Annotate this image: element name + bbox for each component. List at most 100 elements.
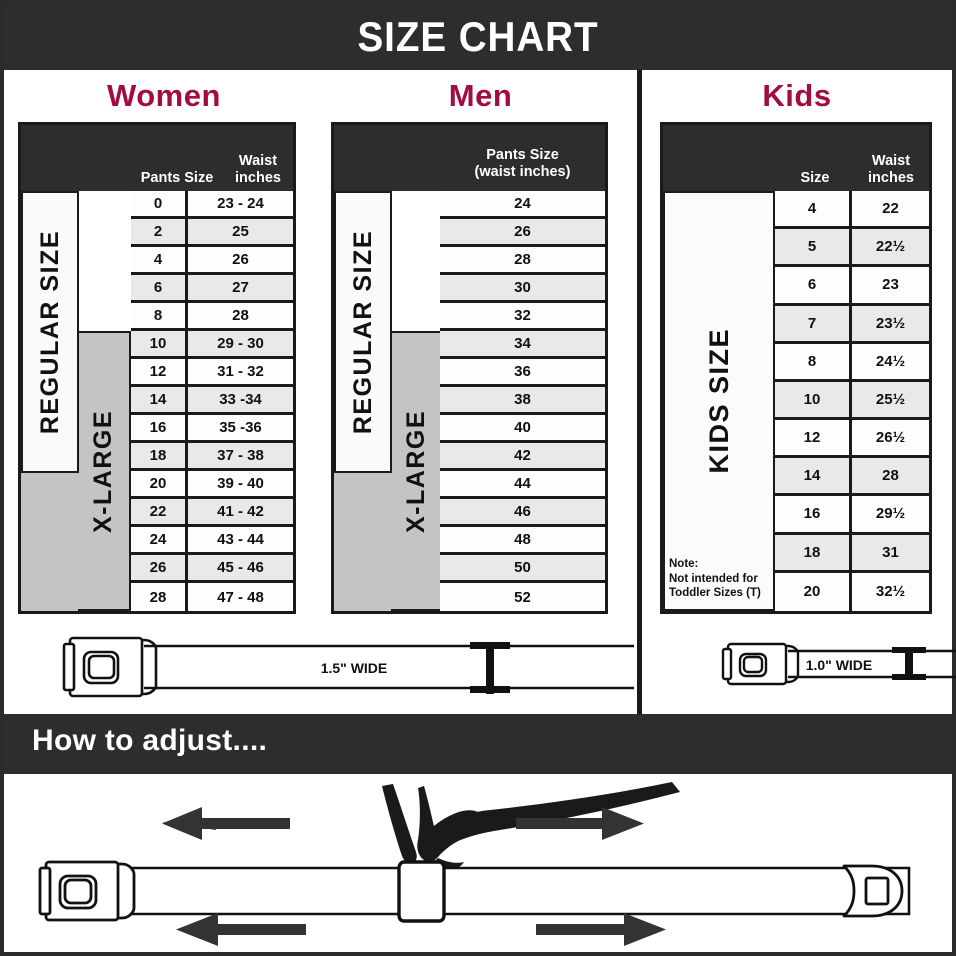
table-cell-size: 8 — [131, 303, 188, 328]
header-pants-size-men: Pants Size (waist inches) — [440, 147, 605, 181]
category-title-men: Men — [448, 78, 513, 113]
table-cell-size: 20 — [775, 572, 852, 611]
side-label-regular-women-text: REGULAR SIZE — [35, 229, 64, 435]
table-cell-waist: 29 - 30 — [188, 331, 293, 356]
table-cell-size: 34 — [440, 331, 605, 356]
arrow-right-bottom — [536, 913, 666, 946]
table-cell-waist: 22½ — [852, 229, 929, 265]
table-cell-waist: 28 — [188, 303, 293, 328]
table-row: 46 — [440, 499, 605, 527]
arrow-left-top — [162, 807, 290, 840]
table-cell-size: 30 — [440, 275, 605, 300]
table-row: 18 31 — [775, 534, 929, 573]
header-pants-line2: (waist inches) — [474, 163, 571, 180]
adjust-diagram — [38, 782, 911, 946]
rows-kids: 4 22 5 22½ 6 23 7 23½ 8 24½ 10 25½ 12 26½ 14 28 16 29½ 18 3… — [775, 191, 929, 611]
side-label-kids-size: KIDS SIZE — [663, 191, 775, 611]
kids-note-line1: Note: — [669, 558, 699, 570]
table-row: 36 — [440, 359, 605, 387]
header-waist-kids-line1: Waist — [871, 152, 911, 169]
xlarge-band-women — [21, 473, 78, 611]
table-row: 12 26½ — [775, 420, 929, 459]
header-pants-size-women: Pants Size — [140, 169, 214, 186]
table-cell-size: 50 — [440, 555, 605, 580]
table-cell-waist: 26 — [188, 247, 293, 272]
page-title-bar: SIZE CHART — [4, 4, 952, 70]
rows-men: 24 26 28 30 32 34 36 38 40 42 44 46 48 50 52 — [440, 191, 605, 611]
table-row: 40 — [440, 415, 605, 443]
table-cell-waist: 43 - 44 — [188, 527, 293, 552]
table-row: 4 26 — [131, 247, 293, 275]
table-row: 18 37 - 38 — [131, 443, 293, 471]
table-cell-size: 22 — [131, 499, 188, 524]
table-row: 5 22½ — [775, 229, 929, 268]
header-waist-inches-kids: Waist inches — [853, 153, 929, 187]
size-tables-area: Women Pants Size Waist inches X-LARGE RE… — [4, 70, 956, 714]
table-cell-waist: 25 — [188, 219, 293, 244]
table-cell-size: 16 — [131, 415, 188, 440]
table-row: 14 28 — [775, 458, 929, 497]
table-cell-waist: 35 -36 — [188, 415, 293, 440]
side-label-kids-size-text: KIDS SIZE — [703, 328, 734, 474]
table-cell-size: 4 — [131, 247, 188, 272]
table-cell-size: 28 — [131, 583, 188, 611]
table-cell-size: 42 — [440, 443, 605, 468]
table-cell-size: 12 — [131, 359, 188, 384]
table-row: 28 — [440, 247, 605, 275]
table-row: 38 — [440, 387, 605, 415]
table-row: 6 27 — [131, 275, 293, 303]
belt-figure-adult: 1.5" WIDE — [62, 636, 634, 698]
table-cell-size: 16 — [775, 496, 852, 532]
table-row: 2 25 — [131, 219, 293, 247]
kids-note-line3: Toddler Sizes (T) — [669, 587, 761, 600]
belt-strap — [97, 866, 911, 916]
table-cell-size: 12 — [775, 420, 852, 456]
table-cell-size: 20 — [131, 471, 188, 496]
side-label-xlarge-men: X-LARGE — [389, 331, 444, 611]
width-tick-adult — [470, 642, 510, 694]
table-header-kids: Size Waist inches — [663, 125, 929, 191]
belt-tip-right — [842, 864, 904, 918]
header-size-kids: Size — [800, 169, 830, 186]
table-cell-size: 52 — [440, 583, 605, 611]
side-label-regular-men-text: REGULAR SIZE — [348, 229, 377, 435]
side-label-xlarge-women-text: X-LARGE — [89, 409, 117, 533]
table-cell-waist: 41 - 42 — [188, 499, 293, 524]
arrow-left-bottom — [176, 913, 306, 946]
xlarge-band-men — [334, 473, 391, 611]
table-cell-size: 5 — [775, 229, 852, 265]
table-row: 24 43 - 44 — [131, 527, 293, 555]
how-to-adjust-title: How to adjust.... — [32, 724, 268, 757]
table-cell-waist: 25½ — [852, 381, 929, 418]
panel-women: Women Pants Size Waist inches X-LARGE RE… — [4, 70, 324, 714]
table-cell-waist: 24½ — [852, 343, 929, 379]
category-title-women: Women — [107, 78, 221, 113]
table-row: 8 24½ — [775, 343, 929, 382]
table-row: 30 — [440, 275, 605, 303]
header-pants-line1: Pants Size — [486, 146, 559, 163]
table-row: 10 25½ — [775, 381, 929, 421]
table-row: 20 32½ — [775, 572, 929, 611]
table-row: 14 33 -34 — [131, 387, 293, 415]
table-women: Pants Size Waist inches X-LARGE REGULAR … — [18, 122, 296, 614]
side-label-regular-women: REGULAR SIZE — [21, 191, 79, 473]
panel-kids: Kids Size Waist inches KIDS SIZE Note: N… — [642, 70, 952, 714]
table-cell-size: 2 — [131, 219, 188, 244]
table-cell-size: 14 — [775, 458, 852, 494]
table-cell-size: 38 — [440, 387, 605, 412]
table-cell-waist: 37 - 38 — [188, 443, 293, 468]
table-row: 16 29½ — [775, 496, 929, 535]
table-cell-size: 6 — [131, 275, 188, 300]
table-cell-size: 44 — [440, 471, 605, 496]
table-kids: Size Waist inches KIDS SIZE Note: Not in… — [660, 122, 932, 614]
header-waist-kids-line2: inches — [868, 169, 914, 186]
table-cell-size: 40 — [440, 415, 605, 440]
table-cell-size: 36 — [440, 359, 605, 384]
table-row: 16 35 -36 — [131, 415, 293, 443]
table-cell-size: 0 — [131, 191, 188, 216]
page-title: SIZE CHART — [357, 13, 599, 60]
table-row: 12 31 - 32 — [131, 359, 293, 387]
table-header-women: Pants Size Waist inches — [21, 125, 293, 191]
table-row: 48 — [440, 527, 605, 555]
